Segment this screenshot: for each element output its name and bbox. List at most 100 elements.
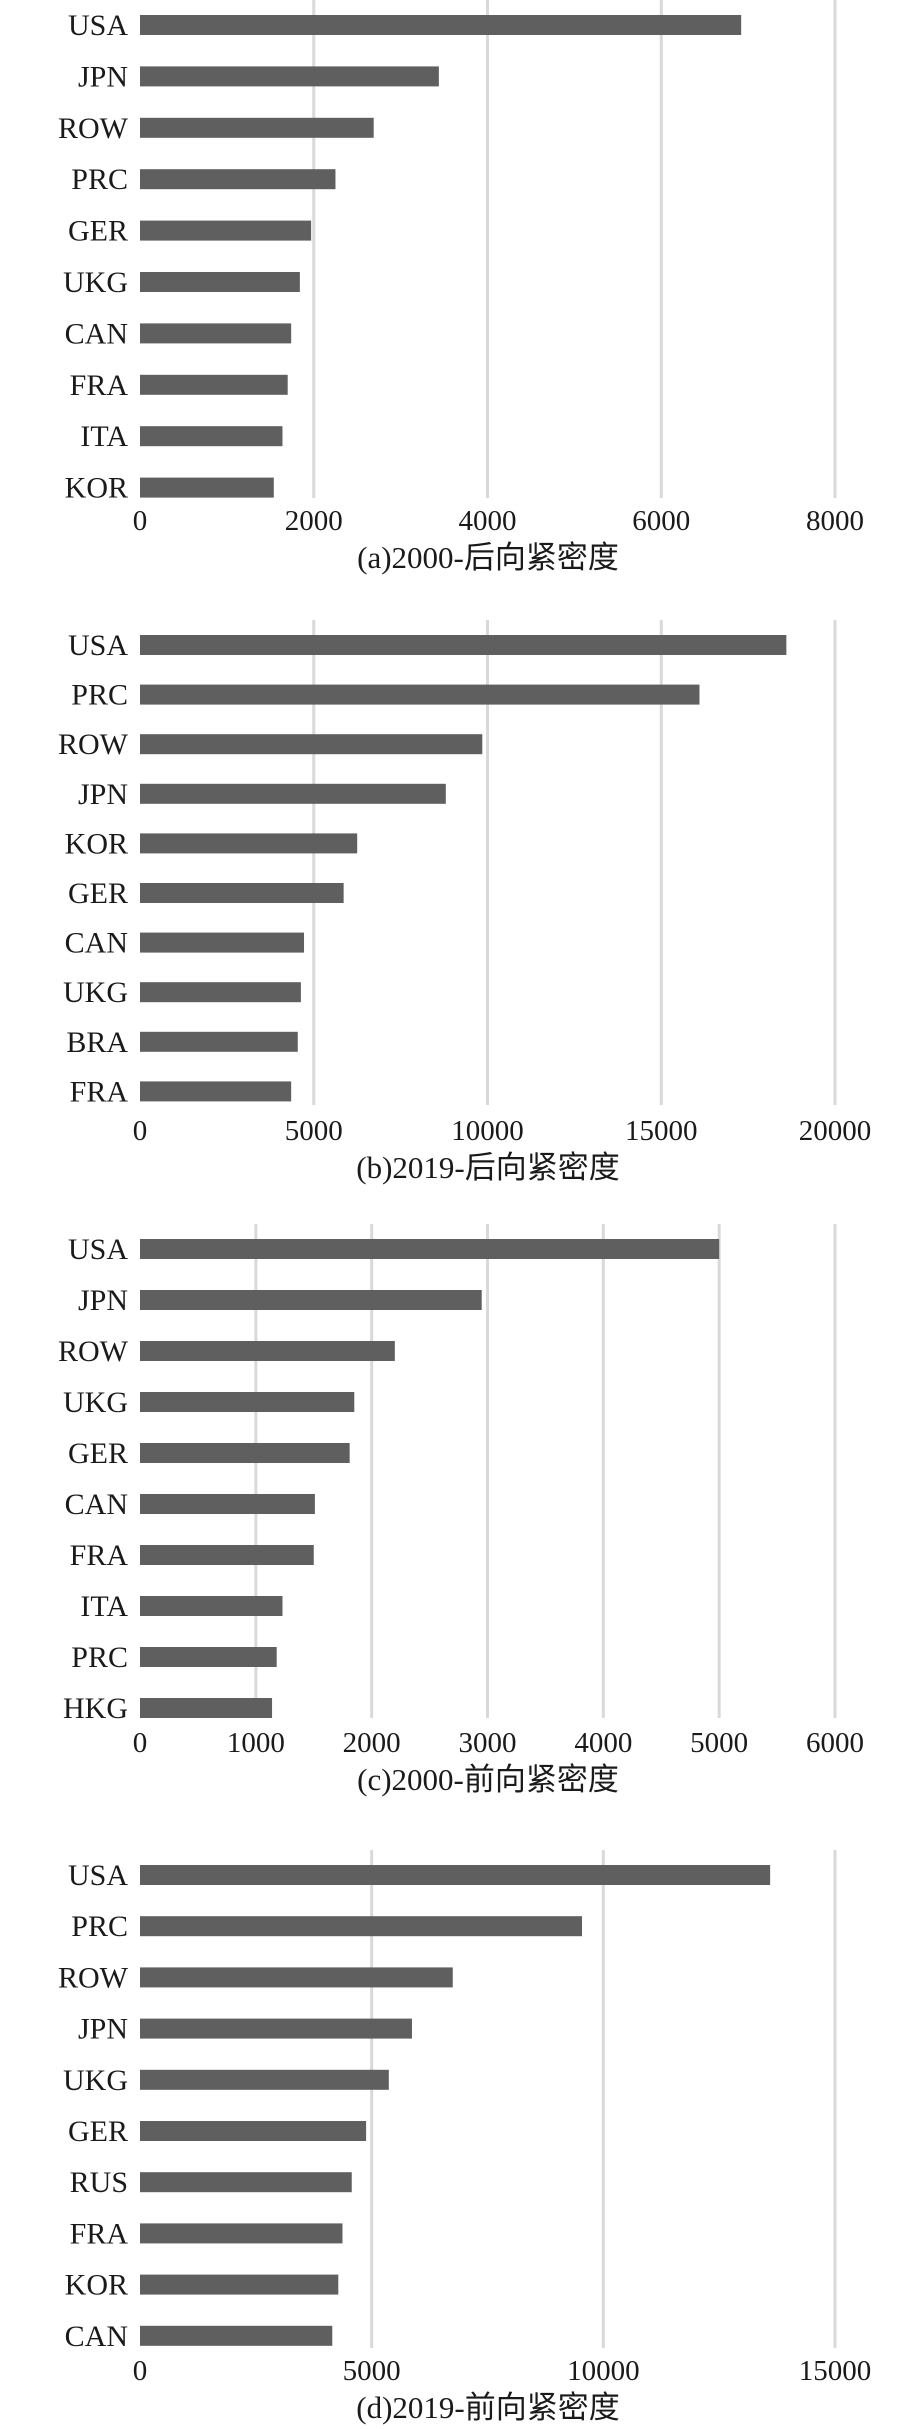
chart-d-tick-label: 0 [133, 2355, 148, 2387]
chart-b-tick-label: 20000 [799, 1115, 872, 1147]
chart-d-category-label: PRC [71, 1910, 128, 1943]
chart-d-bar-rus [140, 2172, 352, 2193]
chart-c-category-label: USA [68, 1233, 128, 1266]
chart-b-category-label: BRA [66, 1026, 128, 1059]
chart-a-category-label: ITA [80, 420, 128, 453]
chart-b: 0 5000 10000 15000 20000 USA PRC ROW JPN KOR GER CA… [58, 620, 871, 1185]
chart-a-tick-label: 8000 [806, 505, 864, 537]
chart-d-category-label: UKG [63, 2064, 128, 2097]
chart-a-category-label: PRC [71, 163, 128, 196]
chart-b-category-label: ROW [58, 728, 129, 761]
chart-d-bar-prc [140, 1916, 583, 1937]
chart-a-category-label: KOR [65, 472, 128, 505]
chart-b-bar-prc [140, 684, 700, 705]
chart-c-bar-can [140, 1494, 315, 1514]
chart-c-tick-label: 2000 [343, 1727, 401, 1759]
chart-d-bar-fra [140, 2223, 343, 2244]
chart-b-tick-label: 10000 [451, 1115, 524, 1147]
chart-a-bar-row [140, 117, 374, 138]
chart-c-tick-label: 1000 [227, 1727, 285, 1759]
chart-d-category-label: FRA [70, 2217, 129, 2250]
chart-c-category-label: CAN [65, 1488, 128, 1521]
chart-b-caption: (b)2019-后向紧密度 [356, 1150, 619, 1185]
chart-b-category-label: USA [68, 629, 128, 662]
chart-d-category-label: GER [68, 2115, 128, 2148]
chart-a-category-label: USA [68, 9, 128, 42]
chart-c-tick-label: 4000 [574, 1727, 632, 1759]
chart-b-category-label: PRC [71, 679, 128, 712]
chart-a-bar-fra [140, 374, 288, 395]
chart-d-tick-label: 5000 [343, 2355, 401, 2387]
chart-c-bar-ukg [140, 1392, 355, 1412]
chart-d-category-label: ROW [58, 1961, 129, 1994]
chart-d-bar-ukg [140, 2069, 389, 2090]
chart-d-bar-can [140, 2325, 333, 2346]
chart-b-bar-jpn [140, 783, 446, 804]
chart-b-bar-bra [140, 1031, 298, 1052]
chart-d-bar-kor [140, 2274, 339, 2295]
chart-b-bar-fra [140, 1081, 292, 1102]
chart-b-bar-ger [140, 883, 344, 903]
chart-c-category-label: ITA [80, 1590, 128, 1623]
chart-a-tick-label: 4000 [459, 505, 517, 537]
chart-a-category-label: UKG [63, 266, 128, 299]
chart-b-category-label: UKG [63, 976, 128, 1009]
chart-b-bar-kor [140, 833, 358, 854]
chart-c-caption: (c)2000-前向紧密度 [357, 1762, 619, 1797]
chart-c-bar-prc [140, 1647, 277, 1667]
chart-c-tick-label: 6000 [806, 1727, 864, 1759]
chart-c-bar-row [140, 1341, 395, 1361]
chart-a-category-label: ROW [58, 112, 129, 145]
chart-a-category-label: JPN [78, 60, 128, 93]
chart-c-category-label: UKG [63, 1386, 128, 1419]
chart-a: 0 2000 4000 6000 8000 USA JPN ROW PRC GER UKG CAN FR… [58, 0, 864, 575]
chart-b-category-label: FRA [70, 1075, 129, 1108]
chart-d-bar-row [140, 1967, 453, 1988]
chart-b-tick-label: 5000 [285, 1115, 343, 1147]
chart-a-bar-jpn [140, 66, 439, 87]
chart-c-tick-label: 5000 [690, 1727, 748, 1759]
chart-b-tick-label: 0 [133, 1115, 148, 1147]
chart-a-category-label: GER [68, 215, 128, 248]
chart-c-category-label: JPN [78, 1284, 128, 1317]
chart-b-bar-can [140, 932, 305, 953]
chart-d-category-label: USA [68, 1859, 128, 1892]
chart-c-bar-ger [140, 1443, 350, 1463]
chart-b-tick-label: 15000 [625, 1115, 698, 1147]
chart-c-bar-usa [140, 1239, 720, 1259]
chart-c: 0 1000 2000 3000 4000 5000 6000 USA JPN ROW UKG GER… [58, 1224, 864, 1797]
chart-d-bar-usa [140, 1865, 771, 1885]
chart-d-category-label: RUS [70, 2166, 128, 2199]
chart-a-bar-ger [140, 220, 312, 241]
chart-b-category-label: KOR [65, 827, 128, 860]
chart-a-bar-kor [140, 477, 274, 498]
chart-a-bar-can [140, 323, 292, 344]
chart-a-bar-usa [140, 15, 742, 35]
chart-a-bar-ukg [140, 272, 300, 292]
chart-a-tick-label: 6000 [632, 505, 690, 537]
chart-a-caption: (a)2000-后向紧密度 [357, 540, 619, 575]
chart-c-bar-fra [140, 1545, 314, 1565]
chart-c-bar-hkg [140, 1698, 273, 1718]
chart-a-category-label: CAN [65, 317, 128, 350]
chart-b-bar-row [140, 734, 483, 755]
chart-b-category-label: JPN [78, 778, 128, 811]
chart-d-category-label: JPN [78, 2013, 128, 2046]
chart-a-bar-ita [140, 426, 283, 447]
chart-b-bar-usa [140, 635, 787, 655]
chart-c-category-label: FRA [70, 1539, 129, 1572]
chart-d: 0 5000 10000 15000 USA PRC ROW JPN UKG GER RUS FRA K… [58, 1850, 871, 2425]
chart-d-tick-label: 10000 [567, 2355, 640, 2387]
chart-c-bar-ita [140, 1596, 283, 1616]
chart-c-bar-jpn [140, 1290, 482, 1310]
chart-a-tick-label: 0 [133, 505, 148, 537]
chart-a-category-label: FRA [70, 369, 129, 402]
chart-d-bar-ger [140, 2121, 367, 2141]
chart-a-tick-label: 2000 [285, 505, 343, 537]
chart-d-bar-jpn [140, 2018, 412, 2039]
chart-b-bar-ukg [140, 982, 301, 1003]
chart-c-tick-label: 0 [133, 1727, 148, 1759]
chart-a-bar-prc [140, 169, 336, 190]
chart-c-tick-label: 3000 [459, 1727, 517, 1759]
